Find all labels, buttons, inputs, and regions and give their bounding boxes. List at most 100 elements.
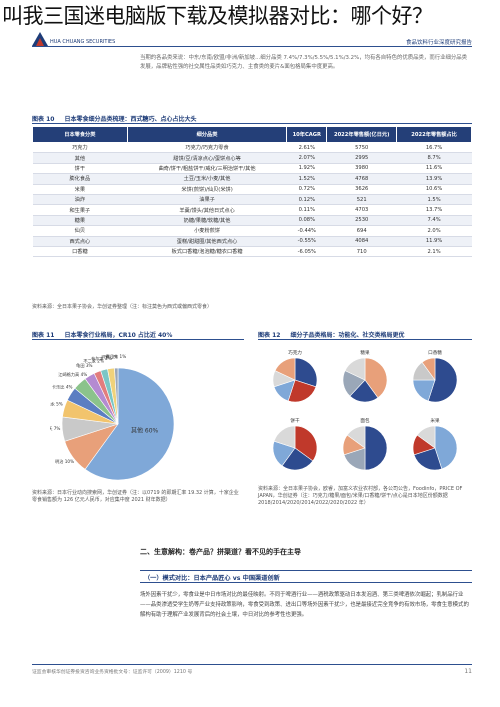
table-cell: 巧克力 xyxy=(32,142,128,154)
fig12-pie-title: 饼干 xyxy=(290,417,300,424)
table-row: 米果 米饼(煎饼)/仙贝(米饼) 0.72% 3626 10.6% xyxy=(32,184,472,195)
table-cell: 3626 xyxy=(326,184,397,195)
table-cell: 694 xyxy=(326,225,397,237)
fig11-pie-chart: 其他 60% 明治 10% 乐天 7% 森永 5% 卡乐比 4% 江崎格力高 4% 龟田 3… xyxy=(50,353,175,481)
table-cell: 奶糖/果糖/软糖/其他 xyxy=(127,215,287,227)
table-row: 口香糖 板式口香糖/泡泡糖/糖衣口香糖 -6.05% 710 2.1% xyxy=(32,246,472,258)
fig12-pie-3-slice xyxy=(294,425,318,462)
column-header: 10年CAGR xyxy=(286,126,328,143)
fig12-pie-0-slice xyxy=(287,379,317,403)
fig11-pie-label: 布尔本 2% xyxy=(91,355,112,362)
fig11-pie-label: 卡乐比 4% xyxy=(52,384,73,391)
table-row: 油炸 油果子 0.12% 521 1.5% xyxy=(32,194,472,206)
table-cell: 2530 xyxy=(326,215,397,227)
fig12-pie-title: 糖果 xyxy=(360,349,370,356)
table-cell: 0.11% xyxy=(286,204,327,216)
table-cell: 油果子 xyxy=(127,194,287,206)
footer-disclaimer: 证监会审核华创证券投资咨询业务资格批文号：证监许可（2009）1210 号 xyxy=(32,670,193,675)
fig12-pie-1-slice xyxy=(344,357,366,381)
table-cell: 土豆/玉米/小麦/其他 xyxy=(127,173,287,185)
fig12-pie-2-slice xyxy=(421,357,436,381)
table-cell: 8.7% xyxy=(396,152,472,164)
body-paragraph: 场外因素干扰少，零食业是中日市场对比的最佳映射。不同于啤酒行业——酒税政策驱动日… xyxy=(140,592,469,618)
fig12-pie-5-slice xyxy=(416,425,436,449)
fig11-pie-label: YBC 2% xyxy=(101,354,118,359)
fig11-pie-label: 不二家 2% xyxy=(83,358,104,365)
logo-text: HUA CHUANG SECURITIES xyxy=(50,39,116,45)
table-row: 仙贝 小麦粉煎饼 -0.44% 694 2.0% xyxy=(32,225,472,237)
fig12-pie-0-slice xyxy=(274,357,296,381)
table-cell: 甜饼/豆/清凉点心/蛋饼点心等 xyxy=(127,152,287,164)
fig12-pie-4-slice xyxy=(346,425,366,449)
fig12-pie-5-slice xyxy=(413,447,443,471)
table-row: 糖果 奶糖/果糖/软糖/其他 0.08% 2530 7.4% xyxy=(32,215,472,227)
table-cell: -0.55% xyxy=(286,236,327,247)
intro-paragraph: 当期的各品类来说：中东/东南/欧盟/非洲/新加坡...细分品类 7.4%/7.3… xyxy=(140,55,468,70)
table-row: 膨化食品 土豆/玉米/小麦/其他 1.52% 4768 13.9% xyxy=(32,173,472,185)
table-cell: 10.6% xyxy=(396,184,472,195)
subsection-heading: （一）模式对比：日本产品匠心 vs 中国渠道创新 xyxy=(140,570,472,583)
table-cell: 米饼(煎饼)/仙贝(米饼) xyxy=(127,184,287,195)
fig12-pie-5-slice xyxy=(434,425,458,470)
table-cell: 4703 xyxy=(326,204,397,216)
fig12-title: 图表 12 细分子品类格局：功能化、社交类格局更优 xyxy=(258,332,405,339)
table-cell: 米果 xyxy=(32,184,128,195)
fig11-pie-slice xyxy=(84,367,175,481)
table-cell: 板式口香糖/泡泡糖/糖衣口香糖 xyxy=(127,246,287,258)
table-row: 和生果子 羊羹/馒头/其他日式点心 0.11% 4703 13.7% xyxy=(32,204,472,216)
table-cell: 0.08% xyxy=(286,215,327,227)
table-cell: 1.5% xyxy=(396,194,472,206)
table-cell: 西式点心 xyxy=(32,236,128,247)
table-cell: 羊羹/馒头/其他日式点心 xyxy=(127,204,287,216)
fig12-pie-1-slice xyxy=(364,357,388,399)
table-cell: -6.05% xyxy=(286,246,327,258)
fig12-pie-title: 巧克力 xyxy=(288,349,302,356)
column-header: 2022年零售额占比 xyxy=(396,126,472,143)
table-cell: 小麦粉煎饼 xyxy=(127,225,287,237)
table-cell: 蛋糕/甜甜圈/其他西式点心 xyxy=(127,236,287,247)
fig10-rule xyxy=(32,123,472,124)
header-divider xyxy=(32,46,472,47)
page-title-overlay: 叫我三国迷电脑版下载及模拟器对比：哪个好？ xyxy=(2,4,433,28)
table-row: 西式点心 蛋糕/甜甜圈/其他西式点心 -0.55% 4084 11.9% xyxy=(32,236,472,247)
table-cell: 其他 xyxy=(32,152,128,164)
fig11-pie-label: 乐天 7% xyxy=(50,425,60,432)
footer-divider xyxy=(32,664,472,665)
fig11-pie-label: 明治 10% xyxy=(55,458,74,465)
table-cell: 2.07% xyxy=(286,152,327,164)
company-logo-icon xyxy=(32,32,48,46)
table-cell: 1.92% xyxy=(286,163,327,175)
fig11-rule xyxy=(32,339,244,340)
table-cell: 0.12% xyxy=(286,194,327,206)
table-cell: 饼干 xyxy=(32,163,128,175)
table-cell: 521 xyxy=(326,194,397,206)
table-cell: 2.61% xyxy=(286,142,327,154)
table-row: 巧克力 巧克力/巧克力零食 2.61% 5750 16.7% xyxy=(32,142,472,154)
table-cell: 和生果子 xyxy=(32,204,128,216)
fig12-source: 资料来源：全日本果子协会，欧睿，加富义农业农村部，各公司公告，Foodinfo，… xyxy=(258,486,463,506)
fig12-pie-2-slice xyxy=(427,357,458,403)
table-cell: 糖果 xyxy=(32,215,128,227)
table-cell: 巧克力/巧克力零食 xyxy=(127,142,287,154)
table-cell: 0.72% xyxy=(286,184,327,195)
table-cell: 仙贝 xyxy=(32,225,128,237)
report-type: 食品饮料行业深度研究报告 xyxy=(405,40,472,46)
table-cell: 11.6% xyxy=(396,163,472,175)
fig12-pie-3-slice xyxy=(281,447,314,471)
fig12-pie-0-slice xyxy=(294,357,318,388)
column-header: 2022年零售额(亿日元) xyxy=(326,126,398,143)
fig12-pie-4-slice xyxy=(364,425,388,471)
table-cell: 5750 xyxy=(326,142,397,154)
fig12-rule xyxy=(258,339,472,340)
fig11-pie-label: 春日井 1% xyxy=(106,353,127,360)
fig11-pie-label: 龟田 3% xyxy=(76,362,92,369)
table-cell: 膨化食品 xyxy=(32,173,128,185)
table-cell: 4084 xyxy=(326,236,397,247)
table-cell: 13.7% xyxy=(396,204,472,216)
fig11-pie-label: 森永 5% xyxy=(50,401,63,408)
table-cell: 口香糖 xyxy=(32,246,128,258)
section-heading: 二、生意解构：卷产品？拼渠道？看不见的手在主导 xyxy=(140,548,301,556)
fig10-source: 资料来源：全日本果子协会，华创证券整理（注：标注莫色为西式或偏西式零食） xyxy=(32,304,213,310)
fig12-pie-title: 口香糖 xyxy=(428,349,442,356)
